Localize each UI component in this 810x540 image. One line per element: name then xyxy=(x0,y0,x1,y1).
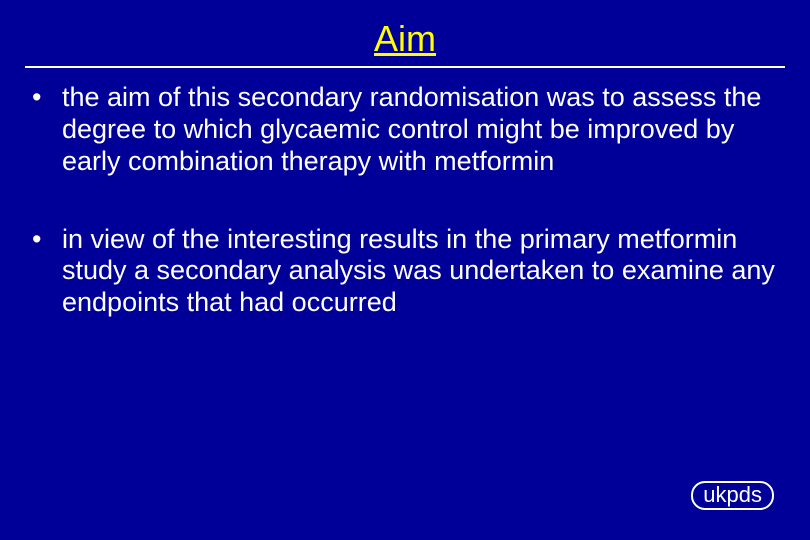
ukpds-logo: ukpds xyxy=(691,481,774,510)
bullet-icon: • xyxy=(30,82,62,114)
list-item: • the aim of this secondary randomisatio… xyxy=(30,82,780,178)
list-item: • in view of the interesting results in … xyxy=(30,224,780,320)
bullet-text: in view of the interesting results in th… xyxy=(62,224,780,320)
bullet-list: • the aim of this secondary randomisatio… xyxy=(30,82,780,319)
bullet-icon: • xyxy=(30,224,62,256)
slide-title: Aim xyxy=(0,0,810,60)
slide: Aim • the aim of this secondary randomis… xyxy=(0,0,810,540)
slide-content: • the aim of this secondary randomisatio… xyxy=(0,68,810,319)
bullet-text: the aim of this secondary randomisation … xyxy=(62,82,780,178)
